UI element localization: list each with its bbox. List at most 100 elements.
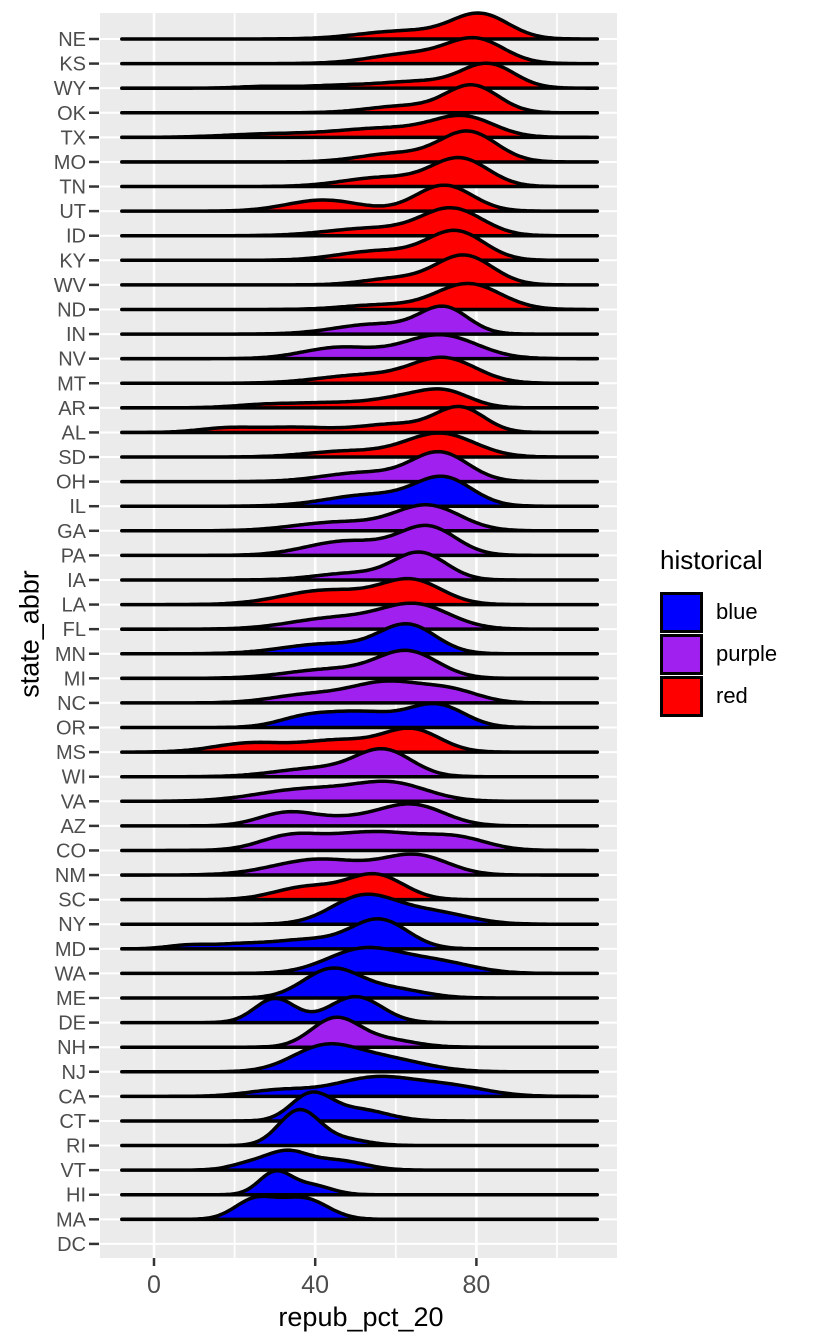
legend-title: historical <box>660 545 763 575</box>
ridge-RI <box>120 1107 600 1148</box>
y-tick-label-WA: WA <box>55 963 87 985</box>
ridge-FL <box>120 601 600 631</box>
ridge-DE <box>120 994 600 1025</box>
y-tick-label-ND: ND <box>57 299 86 321</box>
ridge-IL <box>120 474 600 508</box>
y-tick-label-AR: AR <box>58 398 86 420</box>
y-tick-label-OH: OH <box>56 472 86 494</box>
ridge-ID <box>120 205 600 238</box>
ridge-VA <box>120 779 600 804</box>
y-tick-label-NE: NE <box>58 29 86 51</box>
legend-entries: blue purple red <box>660 591 777 717</box>
y-tick-label-NM: NM <box>55 865 86 887</box>
ridge-SD <box>120 431 600 459</box>
y-tick-label-CT: CT <box>59 1111 86 1133</box>
y-tick-label-SC: SC <box>58 890 86 912</box>
ridge-CO <box>120 829 600 853</box>
legend: historical blue purple red <box>660 545 777 717</box>
ridge-NH <box>120 1015 600 1049</box>
ridge-VT <box>120 1148 600 1172</box>
ridge-NV <box>120 332 600 361</box>
ridge-NC <box>120 679 600 705</box>
y-tick-label-IL: IL <box>69 496 86 518</box>
ridge-ME <box>120 966 600 1000</box>
ridge-MD <box>120 917 600 951</box>
legend-entry-red: red <box>660 675 777 717</box>
y-tick-label-OK: OK <box>57 103 87 125</box>
y-axis-title: state_abbr <box>14 570 45 698</box>
y-tick-label-CO: CO <box>56 840 86 862</box>
ridge-MI <box>120 648 600 681</box>
ridge-WV <box>120 253 600 287</box>
y-tick-label-WI: WI <box>62 767 86 789</box>
ridge-KS <box>120 35 600 66</box>
y-tick-label-TN: TN <box>59 177 86 199</box>
x-axis-title: repub_pct_20 <box>278 1302 444 1332</box>
legend-swatch-purple <box>660 633 703 675</box>
y-tick-label-AL: AL <box>62 422 86 444</box>
ridge-MA <box>120 1194 600 1222</box>
ridge-IA <box>120 550 600 582</box>
ridge-AL <box>120 404 600 435</box>
y-tick-label-NC: NC <box>57 693 86 715</box>
ridge-WI <box>120 746 600 779</box>
y-tick-label-MA: MA <box>56 1209 87 1231</box>
ridge-OH <box>120 449 600 484</box>
ridge-MT <box>120 355 600 386</box>
y-tick-label-MD: MD <box>55 939 86 961</box>
y-tick-label-WY: WY <box>54 78 86 100</box>
x-tick-label-80: 80 <box>462 1271 490 1299</box>
y-tick-label-ID: ID <box>66 226 86 248</box>
y-tick-label-SD: SD <box>58 447 86 469</box>
ridge-NJ <box>120 1042 600 1074</box>
y-tick-label-DE: DE <box>58 1013 86 1035</box>
ridge-NY <box>120 892 600 926</box>
y-tick-label-UT: UT <box>59 201 86 223</box>
ridge-IN <box>120 304 600 336</box>
y-tick-label-DC: DC <box>57 1234 86 1256</box>
ridge-CT <box>120 1090 600 1123</box>
y-tick-label-KS: KS <box>59 54 86 76</box>
y-tick-label-OR: OR <box>56 718 86 740</box>
ridge-MN <box>120 622 600 656</box>
ridge-TN <box>120 155 600 189</box>
ridge-KY <box>120 228 600 263</box>
legend-entry-blue: blue <box>660 591 777 633</box>
y-tick-label-KY: KY <box>59 250 86 272</box>
y-tick-label-NJ: NJ <box>62 1062 86 1084</box>
legend-swatch-blue <box>660 591 703 633</box>
ridge-CA <box>120 1074 600 1099</box>
y-tick-label-MS: MS <box>56 742 86 764</box>
y-tick-label-MN: MN <box>55 644 86 666</box>
y-tick-label-IN: IN <box>66 324 86 346</box>
y-tick-label-MO: MO <box>54 152 86 174</box>
y-tick-label-AZ: AZ <box>60 816 86 838</box>
y-tick-label-LA: LA <box>62 595 87 617</box>
y-tick-label-WV: WV <box>54 275 87 297</box>
y-tick-label-NH: NH <box>57 1037 86 1059</box>
legend-entry-label: purple <box>716 641 778 666</box>
x-tick-label-0: 0 <box>147 1271 161 1299</box>
legend-entry-label: red <box>716 683 748 708</box>
y-tick-label-VT: VT <box>60 1160 86 1182</box>
ridge-MO <box>120 129 600 164</box>
ridge-HI <box>120 1169 600 1197</box>
ridge-MS <box>120 726 600 754</box>
ridge-LA <box>120 576 600 607</box>
ridge-AZ <box>120 802 600 828</box>
legend-entry-label: blue <box>716 599 758 624</box>
y-tick-label-PA: PA <box>61 545 87 567</box>
ridge-NM <box>120 852 600 877</box>
y-tick-label-CA: CA <box>58 1086 86 1108</box>
y-tick-label-VA: VA <box>61 791 87 813</box>
y-tick-label-NY: NY <box>58 914 86 936</box>
legend-swatch-red <box>660 675 703 717</box>
ridge-ND <box>120 281 600 312</box>
ridge-WY <box>120 61 600 90</box>
y-tick-label-GA: GA <box>57 521 87 543</box>
ridge-GA <box>120 503 600 533</box>
ridge-AR <box>120 387 600 410</box>
y-tick-label-HI: HI <box>66 1185 86 1207</box>
ridge-OK <box>120 83 600 115</box>
